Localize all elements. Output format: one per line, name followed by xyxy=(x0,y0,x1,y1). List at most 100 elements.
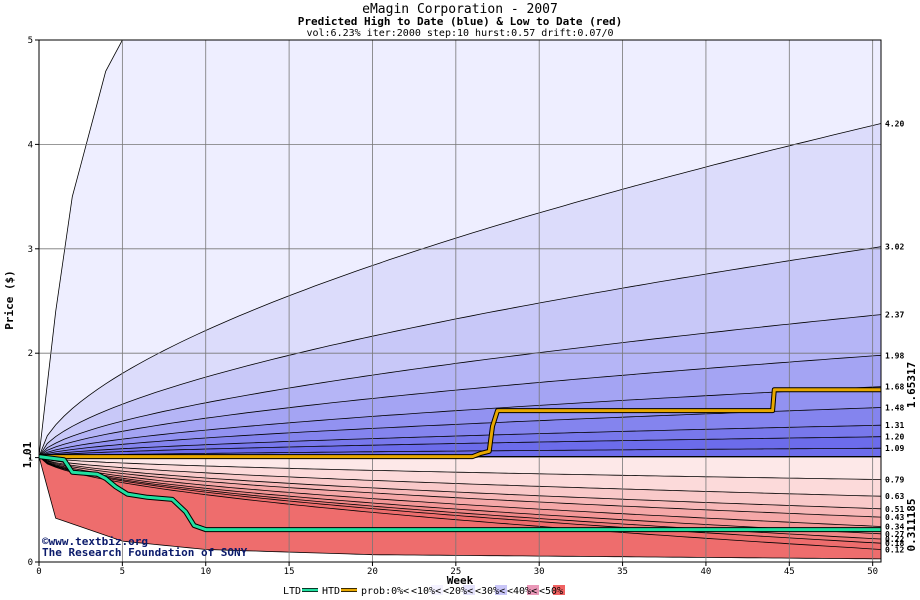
start-price-label: 1.01 xyxy=(21,441,34,468)
low-band-1 xyxy=(39,456,881,497)
low-band-line-0 xyxy=(38,456,882,480)
watermark-org: The Research Foundation of SONY xyxy=(42,546,248,559)
legend: LTD HTD prob:0%< <10%< <20%< <30%< <40%< <50% xyxy=(283,585,565,597)
low-band-4 xyxy=(39,456,881,527)
legend-label-5: <30%< xyxy=(475,586,505,597)
high-band-8 xyxy=(39,436,881,457)
low-band-end-label-7: 0.18 xyxy=(885,539,904,548)
legend-label-6: <40%< xyxy=(507,586,537,597)
chart-subtitle: Predicted High to Date (blue) & Low to D… xyxy=(298,15,623,28)
y-tick-label-3: 3 xyxy=(28,245,33,255)
high-band-end-label-6: 1.31 xyxy=(885,421,904,430)
y-tick-label-5: 5 xyxy=(28,36,33,46)
legend-box-6 xyxy=(527,585,539,595)
low-band-end-label-1: 0.63 xyxy=(885,492,904,501)
chart-title: eMagin Corporation - 2007 xyxy=(362,2,558,17)
ltd-line xyxy=(38,455,881,532)
probability-bands xyxy=(38,39,882,560)
high-band-end-label-7: 1.20 xyxy=(885,433,904,442)
low-band-end-label-8: 0.12 xyxy=(885,545,904,554)
low-band-0 xyxy=(39,456,881,480)
y-tick-label-0: 0 xyxy=(28,558,33,568)
legend-label-ltd: LTD xyxy=(283,586,301,597)
x-tick-label-25: 25 xyxy=(450,567,461,577)
x-tick-label-45: 45 xyxy=(784,567,795,577)
high-band-line-4 xyxy=(38,354,882,457)
x-tick-label-35: 35 xyxy=(617,567,628,577)
low-band-end-label-2: 0.51 xyxy=(885,505,904,514)
high-band-line-7 xyxy=(38,424,882,457)
series-lines xyxy=(38,387,881,533)
x-tick-label-15: 15 xyxy=(284,567,295,577)
high-band-end-label-5: 1.48 xyxy=(885,403,904,412)
low-band-line-1 xyxy=(38,456,882,497)
htd-line xyxy=(39,388,881,459)
legend-label-4: <20%< xyxy=(443,586,473,597)
low-band-line-8 xyxy=(38,456,882,550)
low-band-line-4 xyxy=(38,456,882,527)
high-band-line-8 xyxy=(38,436,882,457)
high-band-3 xyxy=(39,314,881,457)
x-tick-label-20: 20 xyxy=(367,567,378,577)
low-band-end-label-6: 0.22 xyxy=(885,535,904,544)
current-high-label: 1.65317 xyxy=(905,362,918,408)
high-band-end-label-4: 1.68 xyxy=(885,383,904,392)
low-band-5 xyxy=(39,456,881,534)
low-band-line-5 xyxy=(38,456,882,535)
low-band-line-3 xyxy=(38,456,882,518)
high-band-7 xyxy=(39,425,881,457)
x-axis-label: Week xyxy=(447,574,474,587)
watermark-url: ©www.textbiz.org xyxy=(42,535,148,548)
legend-label-7: <50% xyxy=(539,586,563,597)
low-band-9 xyxy=(39,456,881,559)
x-tick-label-0: 0 xyxy=(36,567,41,577)
low-band-line-9 xyxy=(38,456,882,560)
high-band-line-1 xyxy=(38,123,882,457)
plot-frame xyxy=(38,39,882,563)
x-tick-label-50: 50 xyxy=(867,567,878,577)
high-band-line-2 xyxy=(38,246,882,457)
low-band-end-label-5: 0.27 xyxy=(885,530,904,539)
low-band-3 xyxy=(39,456,881,518)
low-band-2 xyxy=(39,456,881,509)
low-band-end-label-0: 0.79 xyxy=(885,476,904,485)
low-band-end-label-3: 0.43 xyxy=(885,513,904,522)
x-tick-label-40: 40 xyxy=(701,567,712,577)
high-band-line-9 xyxy=(38,447,882,457)
y-axis-label: Price ($) xyxy=(3,270,16,330)
high-band-5 xyxy=(39,386,881,457)
band-end-labels: 4.20 3.02 2.37 1.98 1.68 1.48 1.31 1.20 1.09 0.79… xyxy=(885,120,904,555)
x-tick-label-5: 5 xyxy=(120,567,125,577)
x-tick-label-30: 30 xyxy=(534,567,545,577)
legend-box-2 xyxy=(399,585,411,595)
legend-box-4 xyxy=(463,585,475,595)
high-band-line-5 xyxy=(38,386,882,457)
high-band-end-label-8: 1.09 xyxy=(885,444,904,453)
low-band-line-2 xyxy=(38,456,882,510)
legend-box-5 xyxy=(495,585,507,595)
y-tick-label-1: 1 xyxy=(28,454,33,464)
legend-label-2: prob:0%< xyxy=(361,586,409,597)
high-band-2 xyxy=(39,246,881,457)
high-band-end-label-0: 4.20 xyxy=(885,120,904,129)
chart-parameters: vol:6.23% iter:2000 step:10 hurst:0.57 d… xyxy=(306,28,613,39)
legend-label-htd: HTD xyxy=(322,586,340,597)
low-band-end-label-4: 0.34 xyxy=(885,523,904,532)
high-band-4 xyxy=(39,355,881,457)
current-low-label: 0.311185 xyxy=(905,499,918,552)
high-band-end-label-2: 2.37 xyxy=(885,311,904,320)
high-band-end-label-3: 1.98 xyxy=(885,351,904,360)
legend-label-3: <10%< xyxy=(411,586,441,597)
x-tick-label-10: 10 xyxy=(200,567,211,577)
high-band-end-label-1: 3.02 xyxy=(885,243,904,252)
legend-box-3 xyxy=(431,585,443,595)
high-band-6 xyxy=(39,407,881,457)
y-tick-label-2: 2 xyxy=(28,349,33,359)
legend-box-7 xyxy=(553,585,565,595)
low-band-8 xyxy=(39,456,881,550)
high-band-line-3 xyxy=(38,314,882,457)
high-band-1 xyxy=(39,123,881,457)
low-band-line-7 xyxy=(38,456,882,544)
